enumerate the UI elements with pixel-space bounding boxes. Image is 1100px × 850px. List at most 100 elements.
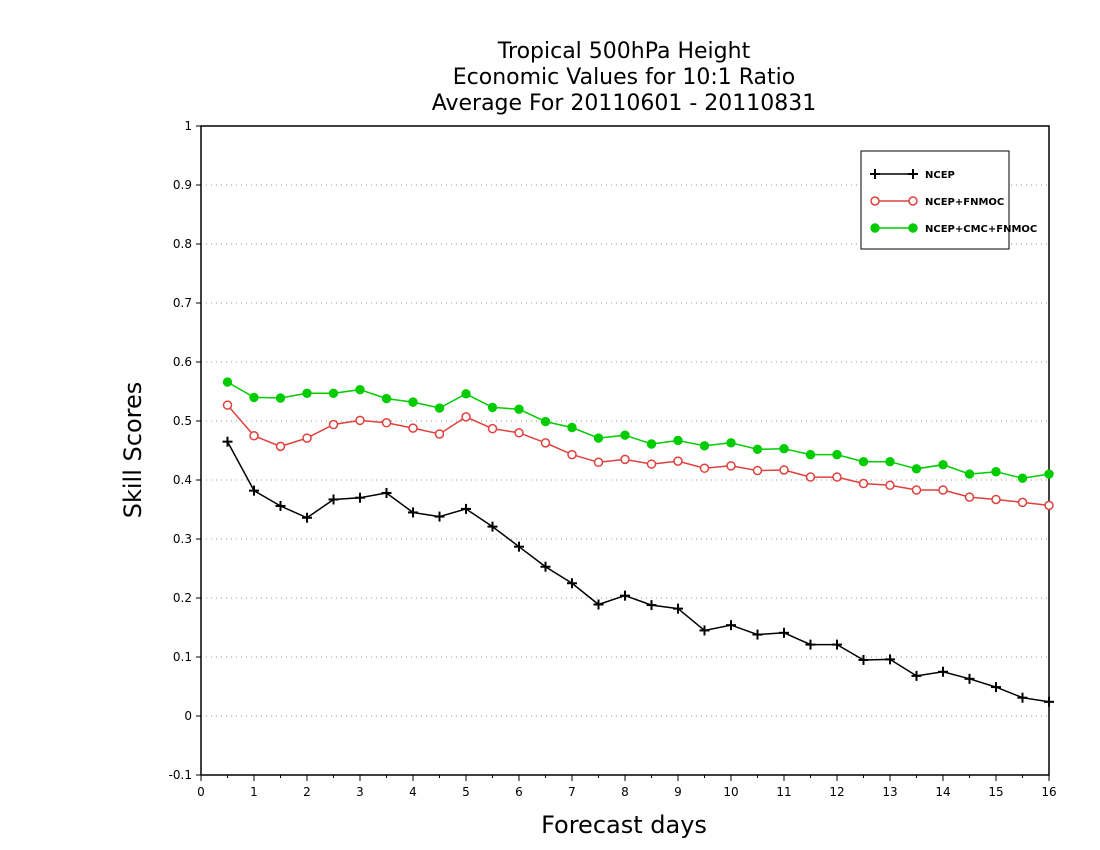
data-point — [805, 639, 816, 650]
data-point — [646, 600, 657, 611]
data-point — [593, 433, 604, 443]
data-point — [779, 465, 789, 475]
legend-entry: NCEP+FNMOC — [870, 196, 1004, 208]
data-point — [673, 603, 683, 614]
legend-entry: NCEP+CMC+FNMOC — [870, 223, 1037, 235]
x-tick-label: 15 — [988, 785, 1003, 799]
data-point — [355, 415, 365, 426]
data-point — [514, 428, 524, 438]
data-point — [540, 438, 551, 448]
data-point — [752, 465, 763, 476]
data-point — [991, 682, 1001, 693]
chart-title-line-3: Average For 20110601 - 20110831 — [432, 91, 817, 116]
data-point — [699, 463, 710, 473]
data-point — [752, 444, 763, 455]
data-point — [222, 436, 233, 447]
x-tick-label: 9 — [674, 785, 682, 799]
legend-marker-start — [870, 223, 880, 233]
series-0 — [222, 436, 1054, 707]
data-point — [275, 500, 286, 511]
data-point — [673, 456, 683, 466]
x-tick-label: 16 — [1041, 785, 1056, 799]
data-point — [487, 423, 498, 434]
data-point — [832, 449, 842, 460]
data-point — [885, 654, 895, 665]
y-tick-label: 0.7 — [173, 296, 192, 310]
x-tick-label: 5 — [462, 785, 470, 799]
y-tick-label: 0.1 — [173, 650, 192, 664]
y-tick-label: 0.2 — [173, 591, 192, 605]
data-point — [222, 377, 233, 387]
series-line — [227, 381, 1050, 479]
data-point — [593, 457, 604, 468]
gridlines — [201, 184, 1049, 717]
data-point — [487, 402, 498, 413]
data-point — [620, 454, 630, 465]
data-point — [858, 457, 869, 467]
data-point — [964, 673, 975, 684]
legend-box — [860, 150, 1010, 250]
y-tick-label: 0.5 — [173, 414, 192, 428]
data-point — [302, 433, 312, 443]
data-point — [514, 404, 524, 414]
data-point — [938, 666, 948, 677]
x-tick-label: 6 — [515, 785, 523, 799]
legend-label: NCEP — [925, 170, 955, 181]
data-point — [991, 467, 1001, 477]
data-point — [567, 449, 577, 460]
data-point — [938, 485, 948, 495]
x-tick-label: 0 — [197, 785, 205, 799]
data-point — [673, 435, 683, 446]
data-point — [514, 541, 524, 552]
data-point — [699, 625, 710, 636]
data-point — [726, 620, 736, 631]
data-point — [858, 654, 869, 665]
data-point — [434, 429, 445, 439]
y-axis-label: Skill Scores — [119, 382, 147, 519]
series-1 — [222, 400, 1054, 511]
data-point — [540, 416, 551, 427]
data-point — [779, 627, 789, 638]
data-point — [249, 392, 259, 403]
legend: NCEP NCEP+FNMOC NCEP+CMC+FNMOC — [860, 150, 1037, 250]
x-tick-label: 13 — [882, 785, 897, 799]
data-point — [805, 472, 816, 482]
y-tick-label: 0.9 — [173, 178, 192, 192]
data-point — [1044, 696, 1054, 707]
data-point — [275, 393, 286, 403]
x-tick-label: 8 — [621, 785, 629, 799]
data-point — [1017, 692, 1028, 703]
y-tick-label: 0.8 — [173, 237, 192, 251]
data-point — [646, 459, 657, 469]
data-point — [249, 485, 259, 496]
data-point — [911, 670, 922, 681]
data-point — [222, 400, 233, 410]
y-tick-label: 0.6 — [173, 355, 192, 369]
data-point — [328, 388, 339, 398]
chart-title-line-2: Economic Values for 10:1 Ratio — [453, 65, 795, 90]
data-point — [461, 412, 471, 422]
x-tick-label: 3 — [356, 785, 364, 799]
legend-entry: NCEP — [870, 169, 955, 181]
series-2 — [222, 377, 1054, 483]
data-point — [911, 485, 922, 495]
axis-ticks: -0.100.10.20.30.40.50.60.70.80.910 1 2 3 4 5 6… — [169, 119, 1057, 799]
x-tick-label: 7 — [568, 785, 576, 799]
data-point — [461, 503, 471, 514]
series-line — [226, 441, 1050, 703]
legend-marker-start — [870, 169, 880, 179]
y-tick-label: 0.4 — [173, 473, 192, 487]
data-point — [567, 422, 577, 433]
data-point — [832, 472, 842, 482]
chart-title-line-1: Tropical 500hPa Height — [497, 39, 751, 64]
x-tick-label: 2 — [303, 785, 311, 799]
x-tick-label: 4 — [409, 785, 417, 799]
legend-marker-end — [908, 223, 918, 233]
data-point — [275, 441, 286, 452]
data-point — [885, 480, 895, 491]
data-point — [302, 388, 312, 398]
data-point — [1044, 469, 1054, 479]
data-point — [726, 438, 736, 448]
y-tick-label: -0.1 — [169, 768, 192, 782]
data-point — [620, 430, 630, 440]
